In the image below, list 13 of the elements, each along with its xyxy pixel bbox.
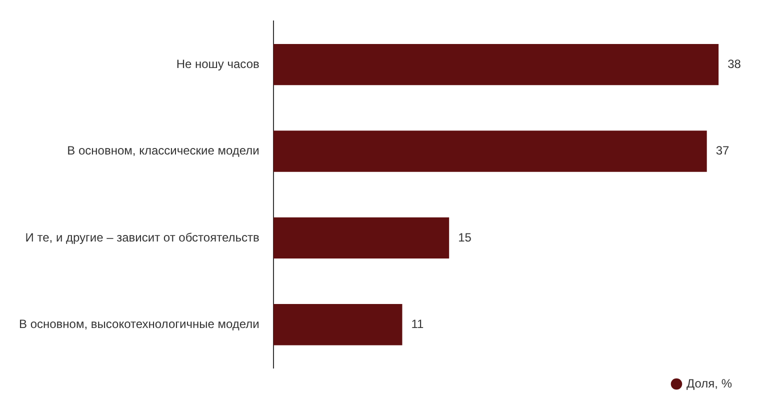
legend-label: Доля, % (686, 376, 732, 390)
bar (273, 130, 707, 172)
y-tick-label: Не ношу часов (176, 56, 260, 71)
bar (273, 44, 719, 86)
y-tick-label: И те, и другие – зависит от обстоятельств (25, 230, 260, 244)
bar (273, 304, 402, 346)
y-tick-label: В основном, классические модели (67, 144, 260, 158)
data-label: 38 (728, 56, 742, 71)
data-label: 37 (716, 144, 730, 158)
bar (273, 217, 450, 259)
data-label: 11 (411, 316, 424, 331)
y-tick-label: В основном, высокотехнологичные модели (18, 316, 260, 331)
data-label: 15 (458, 230, 472, 244)
